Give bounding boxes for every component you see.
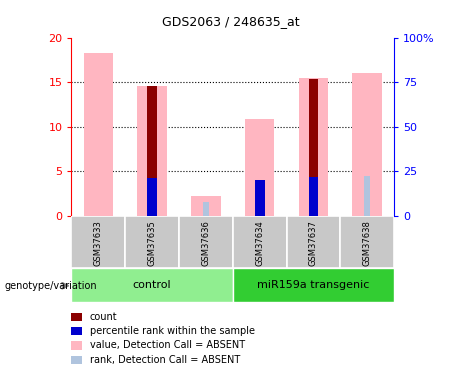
FancyBboxPatch shape	[233, 216, 287, 268]
Bar	[299, 78, 328, 216]
Text: genotype/variation: genotype/variation	[5, 281, 97, 291]
Bar	[203, 202, 209, 216]
Bar	[255, 180, 265, 216]
Text: GSM37636: GSM37636	[201, 220, 210, 266]
Bar	[364, 177, 371, 216]
Text: GSM37637: GSM37637	[309, 220, 318, 266]
Bar	[148, 87, 157, 216]
Text: GSM37638: GSM37638	[363, 220, 372, 266]
FancyBboxPatch shape	[233, 268, 394, 302]
Text: rank, Detection Call = ABSENT: rank, Detection Call = ABSENT	[90, 355, 240, 364]
FancyBboxPatch shape	[287, 216, 340, 268]
Bar	[309, 177, 318, 216]
Text: GSM37634: GSM37634	[255, 220, 264, 266]
Bar	[245, 119, 274, 216]
Text: value, Detection Call = ABSENT: value, Detection Call = ABSENT	[90, 340, 245, 350]
FancyBboxPatch shape	[71, 268, 233, 302]
Text: count: count	[90, 312, 118, 322]
Bar	[83, 53, 113, 216]
Bar	[95, 173, 101, 216]
Bar	[137, 86, 167, 216]
FancyBboxPatch shape	[179, 216, 233, 268]
Text: GDS2063 / 248635_at: GDS2063 / 248635_at	[162, 15, 299, 28]
Text: miR159a transgenic: miR159a transgenic	[257, 280, 370, 290]
Bar	[148, 178, 157, 216]
FancyBboxPatch shape	[340, 216, 394, 268]
Text: GSM37635: GSM37635	[148, 220, 157, 266]
Bar	[309, 80, 318, 216]
Bar	[191, 196, 221, 216]
Bar	[203, 207, 209, 216]
FancyBboxPatch shape	[125, 216, 179, 268]
FancyBboxPatch shape	[71, 216, 125, 268]
Text: control: control	[133, 280, 171, 290]
Bar	[353, 73, 382, 216]
Text: GSM37633: GSM37633	[94, 220, 103, 266]
Text: percentile rank within the sample: percentile rank within the sample	[90, 326, 255, 336]
